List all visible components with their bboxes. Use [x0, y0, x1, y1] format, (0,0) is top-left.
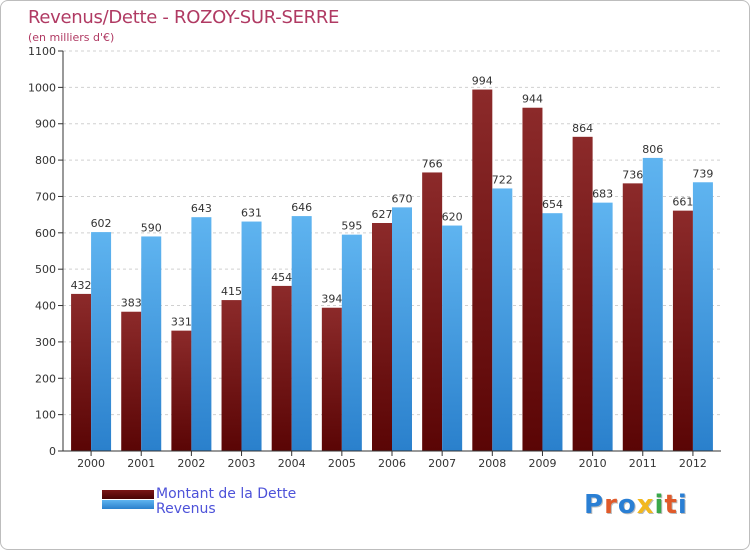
bar-dette — [321, 307, 342, 451]
bar-dette — [221, 300, 242, 451]
bar-dette — [472, 89, 493, 451]
x-tick-label: 2010 — [579, 457, 607, 470]
bar-dette — [271, 285, 292, 451]
bar-revenus — [291, 216, 312, 451]
bar-dette — [372, 223, 392, 451]
x-tick-label: 2007 — [428, 457, 456, 470]
data-label-revenus: 806 — [642, 143, 663, 156]
chart-subtitle: (en milliers d'€) — [28, 31, 115, 44]
data-label-dette: 627 — [372, 208, 393, 221]
x-tick-label: 2003 — [228, 457, 256, 470]
x-tick-label: 2008 — [478, 457, 506, 470]
data-label-revenus: 683 — [592, 188, 613, 201]
data-label-dette: 661 — [672, 196, 693, 209]
data-label-dette: 394 — [321, 293, 342, 306]
data-label-dette: 864 — [572, 122, 593, 135]
legend-swatch-dette — [102, 490, 154, 499]
bar-revenus — [141, 236, 162, 451]
y-tick-label: 0 — [49, 445, 56, 458]
data-label-revenus: 646 — [291, 201, 312, 214]
data-label-dette: 454 — [271, 271, 292, 284]
y-tick-label: 600 — [35, 227, 56, 240]
bar-revenus — [642, 157, 663, 451]
logo-letter: P — [584, 490, 605, 520]
legend-label-dette: Montant de la Dette — [156, 486, 297, 502]
data-label-revenus: 643 — [191, 202, 212, 215]
data-label-revenus: 631 — [241, 207, 262, 220]
logo-letter: o — [617, 490, 637, 520]
bar-revenus — [442, 225, 463, 451]
bar-dette — [622, 183, 643, 451]
data-label-dette: 944 — [522, 93, 543, 106]
bar-revenus — [392, 207, 412, 451]
chart-title: Revenus/Dette - ROZOY-SUR-SERRE — [28, 7, 340, 28]
logo-letter: r — [604, 490, 618, 520]
x-tick-label: 2002 — [177, 457, 205, 470]
y-tick-label: 500 — [35, 263, 56, 276]
y-tick-label: 1000 — [28, 81, 56, 94]
data-label-revenus: 595 — [341, 220, 362, 233]
bar-revenus — [592, 202, 613, 451]
x-tick-label: 2009 — [528, 457, 556, 470]
x-tick-label: 2001 — [127, 457, 155, 470]
y-tick-label: 300 — [35, 336, 56, 349]
y-tick-label: 700 — [35, 190, 56, 203]
y-tick-label: 100 — [35, 409, 56, 422]
data-label-revenus: 654 — [542, 198, 563, 211]
logo-letter: i — [654, 490, 665, 520]
data-label-revenus: 620 — [442, 211, 463, 224]
bar-dette — [121, 311, 142, 451]
bar-dette — [672, 210, 693, 451]
data-label-dette: 736 — [622, 168, 643, 181]
legend-label-revenus: Revenus — [156, 501, 216, 517]
bar-dette — [522, 107, 543, 452]
data-label-dette: 766 — [422, 157, 443, 170]
data-label-revenus: 602 — [91, 217, 112, 230]
data-label-revenus: 670 — [392, 192, 413, 205]
legend-swatch-revenus — [102, 500, 154, 509]
data-label-dette: 432 — [71, 279, 92, 292]
data-label-dette: 994 — [472, 75, 493, 88]
bar-revenus — [692, 182, 713, 452]
x-tick-label: 2005 — [328, 457, 356, 470]
x-tick-label: 2000 — [77, 457, 105, 470]
x-tick-label: 2006 — [378, 457, 406, 470]
y-tick-label: 1100 — [28, 45, 56, 58]
y-tick-label: 400 — [35, 300, 56, 313]
bar-dette — [572, 136, 593, 451]
x-tick-label: 2012 — [679, 457, 707, 470]
x-tick-label: 2004 — [278, 457, 306, 470]
x-tick-label: 2011 — [629, 457, 657, 470]
bar-revenus — [241, 221, 262, 451]
data-label-dette: 383 — [121, 297, 142, 310]
data-label-revenus: 590 — [141, 221, 162, 234]
y-tick-label: 800 — [35, 154, 56, 167]
data-label-dette: 415 — [221, 285, 242, 298]
bar-dette — [71, 293, 92, 451]
logo-letter: x — [636, 490, 655, 520]
logo-letter: i — [677, 490, 688, 520]
bar-dette — [422, 172, 443, 452]
logo-letter: t — [664, 490, 678, 520]
data-label-revenus: 739 — [692, 167, 713, 180]
proxiti-logo: Proxiti — [584, 490, 688, 520]
data-label-dette: 331 — [171, 316, 192, 329]
bar-revenus — [191, 217, 212, 451]
bar-revenus — [542, 213, 563, 451]
bar-revenus — [492, 188, 513, 452]
y-tick-label: 200 — [35, 372, 56, 385]
bar-dette — [171, 330, 192, 451]
bar-revenus — [341, 234, 362, 451]
y-tick-label: 900 — [35, 118, 56, 131]
bar-revenus — [91, 232, 112, 451]
data-label-revenus: 722 — [492, 173, 513, 186]
